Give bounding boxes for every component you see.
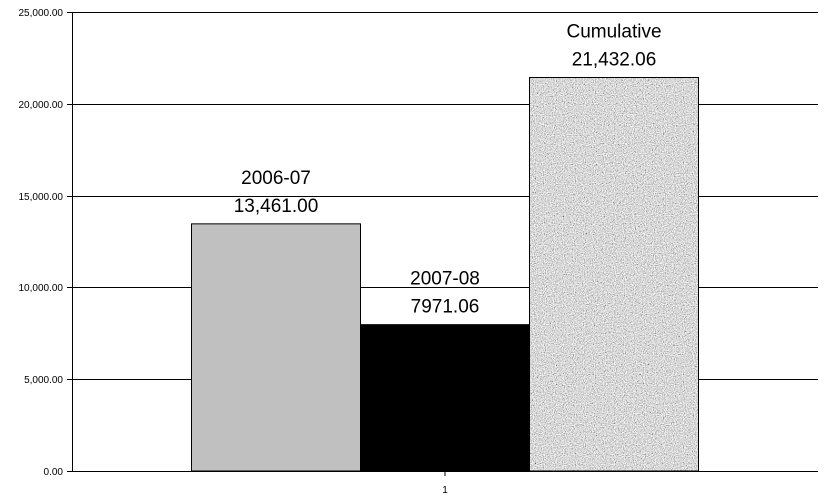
y-tick-label: 15,000.00 bbox=[19, 192, 64, 203]
bar-texture bbox=[529, 77, 699, 471]
x-tick-label: 1 bbox=[442, 485, 448, 496]
bar bbox=[360, 324, 530, 472]
y-tick-label: 20,000.00 bbox=[19, 100, 64, 111]
bars bbox=[191, 77, 699, 472]
bar bbox=[191, 223, 361, 472]
data-label-value: 7971.06 bbox=[411, 297, 480, 318]
data-label-value: 13,461.00 bbox=[234, 196, 319, 217]
data-label-series-name: 2006-07 bbox=[241, 168, 311, 189]
data-labels: 2006-07 13,461.00 2007-08 7971.06 Cumulative… bbox=[234, 22, 662, 318]
y-tick-label: 10,000.00 bbox=[19, 283, 64, 294]
data-label-series-name: 2007-08 bbox=[410, 269, 480, 290]
data-label-series-name: Cumulative bbox=[566, 22, 661, 43]
data-label-value: 21,432.06 bbox=[572, 50, 657, 71]
bar bbox=[529, 77, 699, 472]
y-tick-label: 25,000.00 bbox=[19, 8, 64, 19]
y-tick-label: 0.00 bbox=[44, 467, 64, 478]
y-tick-label: 5,000.00 bbox=[24, 375, 63, 386]
